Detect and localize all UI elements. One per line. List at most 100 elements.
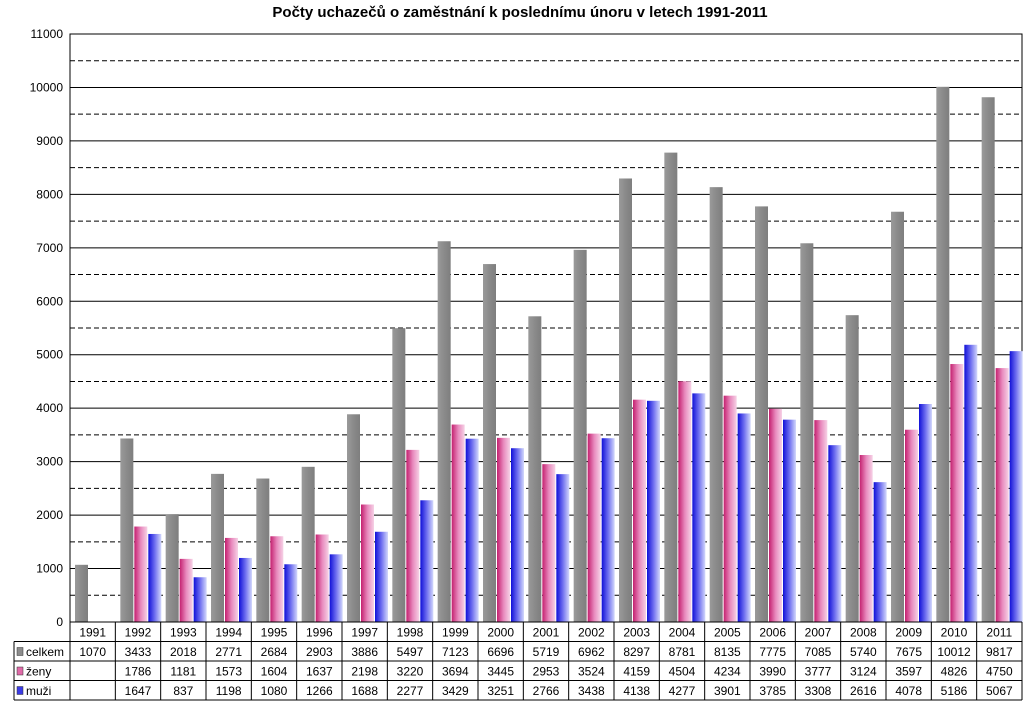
data-label-muži: 4277 [669, 684, 696, 698]
bar-ženy-1992 [134, 526, 148, 622]
data-label-ženy: 4159 [623, 665, 650, 679]
data-label-celkem: 2771 [215, 645, 242, 659]
data-label-muži: 1080 [261, 684, 288, 698]
x-tick-label: 2009 [895, 626, 922, 640]
data-label-muži: 3901 [714, 684, 741, 698]
data-label-ženy: 3597 [895, 665, 922, 679]
bar-muži-1992 [148, 533, 162, 622]
bar-celkem-2008 [845, 315, 859, 622]
bar-ženy-2007 [814, 420, 828, 622]
y-tick-label: 9000 [36, 134, 63, 148]
y-tick-label: 4000 [36, 401, 63, 415]
data-label-ženy: 3694 [442, 665, 469, 679]
bar-celkem-1992 [120, 438, 134, 622]
x-tick-label: 2007 [805, 626, 832, 640]
x-tick-label: 1996 [306, 626, 333, 640]
bar-muži-2002 [601, 438, 615, 622]
y-tick-label: 11000 [31, 27, 64, 41]
data-label-celkem: 9817 [986, 645, 1013, 659]
bar-ženy-1993 [179, 558, 193, 622]
bar-ženy-2000 [497, 437, 510, 622]
bar-celkem-1994 [211, 473, 224, 622]
data-label-muži: 2616 [850, 684, 877, 698]
x-tick-label: 1991 [79, 626, 106, 640]
bar-muži-2010 [964, 344, 978, 622]
data-label-ženy: 4826 [941, 665, 968, 679]
axis-layer: 0 1000 2000 3000 4000 5000 6000 7000 8000 9000 100… [30, 27, 64, 629]
bar-ženy-2010 [950, 364, 964, 622]
data-label-ženy: 3220 [397, 665, 424, 679]
data-label-ženy: 3990 [759, 665, 786, 679]
bar-celkem-1999 [437, 241, 451, 622]
data-label-muži: 1688 [351, 684, 378, 698]
bar-muži-2008 [873, 482, 887, 622]
bar-muži-2001 [556, 474, 570, 622]
x-tick-label: 2006 [759, 626, 786, 640]
bar-celkem-2003 [619, 178, 632, 622]
data-label-celkem: 6962 [578, 645, 605, 659]
bar-ženy-1995 [270, 536, 284, 622]
data-label-ženy: 1637 [306, 665, 333, 679]
bar-celkem-2004 [664, 152, 678, 622]
x-tick-label: 2011 [986, 626, 1012, 640]
data-label-muži: 4078 [895, 684, 922, 698]
bar-muži-2003 [647, 400, 660, 622]
data-label-celkem: 7675 [895, 645, 922, 659]
bar-ženy-2001 [542, 464, 556, 622]
bar-celkem-1996 [301, 466, 315, 622]
data-label-celkem: 8135 [714, 645, 741, 659]
x-tick-label: 1999 [442, 626, 469, 640]
x-tick-label: 2000 [487, 626, 514, 640]
data-label-ženy: 3777 [805, 665, 832, 679]
data-label-muži: 2766 [533, 684, 560, 698]
data-label-ženy: 3124 [850, 665, 877, 679]
data-label-celkem: 7123 [442, 645, 469, 659]
data-label-celkem: 5740 [850, 645, 877, 659]
data-label-muži: 1198 [216, 684, 242, 698]
x-tick-label: 2010 [941, 626, 968, 640]
y-tick-label: 1000 [36, 562, 63, 576]
data-label-ženy: 3524 [578, 665, 605, 679]
data-label-muži: 3429 [442, 684, 469, 698]
data-label-celkem: 8297 [623, 645, 650, 659]
bar-celkem-1997 [347, 414, 360, 622]
data-label-celkem: 2684 [261, 645, 288, 659]
x-tick-label: 1993 [170, 626, 197, 640]
bar-muži-2006 [783, 419, 796, 622]
data-label-ženy: 4750 [986, 665, 1013, 679]
bar-muži-2009 [919, 404, 932, 622]
legend-key-celkem [16, 647, 24, 656]
bar-celkem-1998 [392, 328, 406, 622]
bar-ženy-2003 [633, 399, 646, 622]
x-tick-label: 2008 [850, 626, 877, 640]
bar-ženy-2005 [723, 395, 737, 622]
bar-ženy-1997 [361, 504, 374, 622]
x-tick-label: 1994 [215, 626, 242, 640]
data-label-muži: 837 [173, 684, 193, 698]
bar-celkem-1995 [256, 478, 270, 622]
bar-ženy-1998 [406, 449, 420, 622]
bar-ženy-1994 [225, 537, 238, 622]
bar-ženy-2011 [995, 368, 1009, 622]
data-label-muži: 3438 [578, 684, 605, 698]
y-tick-label: 7000 [36, 241, 63, 255]
data-label-celkem: 5497 [397, 645, 424, 659]
x-tick-label: 1992 [125, 626, 152, 640]
y-tick-label: 8000 [36, 187, 63, 201]
bar-ženy-2004 [678, 381, 692, 622]
x-tick-label: 2005 [714, 626, 741, 640]
data-label-ženy: 1604 [261, 665, 288, 679]
bars-layer [75, 86, 1023, 623]
data-label-celkem: 7085 [805, 645, 832, 659]
data-label-ženy: 1573 [215, 665, 242, 679]
bar-ženy-1996 [315, 534, 329, 622]
bar-ženy-2009 [905, 429, 918, 622]
data-label-ženy: 3445 [487, 665, 514, 679]
data-label-celkem: 10012 [937, 645, 971, 659]
y-tick-label: 10000 [30, 80, 64, 94]
bar-muži-2007 [828, 445, 842, 622]
bar-muži-1997 [375, 531, 388, 622]
data-label-celkem: 8781 [669, 645, 696, 659]
bar-celkem-2010 [936, 86, 950, 622]
